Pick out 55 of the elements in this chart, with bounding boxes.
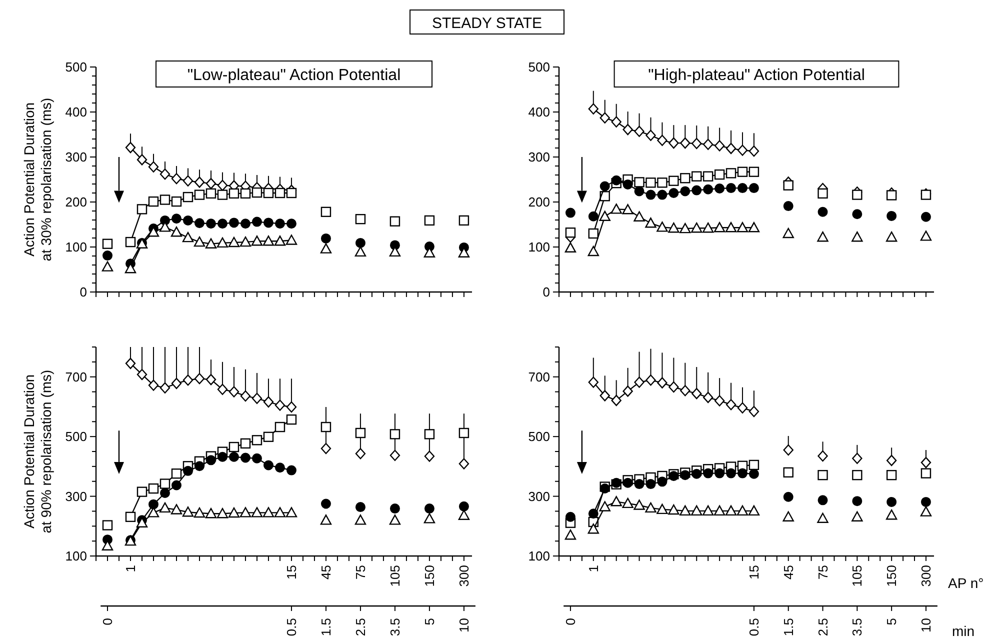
chart-subtitle: "Low-plateau" Action Potential xyxy=(187,67,401,84)
y-tick-label: 300 xyxy=(65,488,87,504)
y-tick-label: 300 xyxy=(528,150,550,165)
text: 5 xyxy=(884,618,900,626)
y-tick-label: 500 xyxy=(65,60,87,75)
y-tick-label: 200 xyxy=(528,194,550,210)
x-tick-label: 150 xyxy=(884,565,900,587)
y-tick-label: 0 xyxy=(80,284,87,300)
x-tick-label: 105 xyxy=(388,565,403,587)
text: 2.5 xyxy=(815,618,830,636)
y-tick-label: 100 xyxy=(65,240,87,255)
y-axis-title: Action Potential Duration at 90% repolarisation (ms) xyxy=(21,370,54,534)
chart-title: STEADY STATE xyxy=(432,15,542,32)
y-tick-label: 700 xyxy=(65,369,87,384)
x-tick-label: 105 xyxy=(850,565,865,587)
y-tick-label: 400 xyxy=(65,104,87,120)
text: 0.5 xyxy=(284,618,300,636)
x-tick-label: 300 xyxy=(918,565,934,587)
y-tick-label: 500 xyxy=(65,429,87,444)
x-tick-label: 1 xyxy=(586,565,601,572)
x-axis-title: AP n° xyxy=(948,575,984,591)
x-tick-label: 75 xyxy=(815,565,830,580)
y-tick-label: 500 xyxy=(528,60,550,75)
y-tick-label: 700 xyxy=(528,369,550,384)
y-tick-label: 100 xyxy=(65,548,87,564)
y-tick-label: 500 xyxy=(528,429,550,444)
text: 2.5 xyxy=(353,618,368,636)
text: 0.5 xyxy=(746,618,762,636)
text: 1.5 xyxy=(318,618,334,636)
y-tick-label: 100 xyxy=(528,240,550,255)
x2-axis-title: min xyxy=(952,623,975,639)
x-tick-label: 1 xyxy=(123,565,138,572)
x-tick-label: 300 xyxy=(456,565,472,587)
text: 3.5 xyxy=(850,618,865,636)
text: 5 xyxy=(422,618,438,626)
chart-subtitle: "High-plateau" Action Potential xyxy=(648,67,865,84)
x-tick-label: 45 xyxy=(318,565,334,580)
y-axis-title: Action Potential Duration at 30% repolarisation (ms) xyxy=(21,98,54,262)
y-tick-label: 100 xyxy=(528,548,550,564)
y-tick-label: 0 xyxy=(542,284,550,300)
x-tick-label: 45 xyxy=(780,565,796,580)
text: 0 xyxy=(100,618,116,626)
x-tick-label: 15 xyxy=(284,565,300,580)
text: 0 xyxy=(563,618,578,626)
y-tick-label: 400 xyxy=(528,104,550,120)
x-tick-label: 15 xyxy=(746,565,762,580)
y-tick-label: 300 xyxy=(528,488,550,504)
x-tick-label: 150 xyxy=(422,565,438,587)
text: 10 xyxy=(918,618,934,632)
y-tick-label: 200 xyxy=(65,194,87,210)
text: 10 xyxy=(456,618,472,632)
x-tick-label: 75 xyxy=(353,565,368,580)
y-tick-label: 300 xyxy=(65,150,87,165)
text: 3.5 xyxy=(388,618,403,636)
text: 1.5 xyxy=(780,618,796,636)
